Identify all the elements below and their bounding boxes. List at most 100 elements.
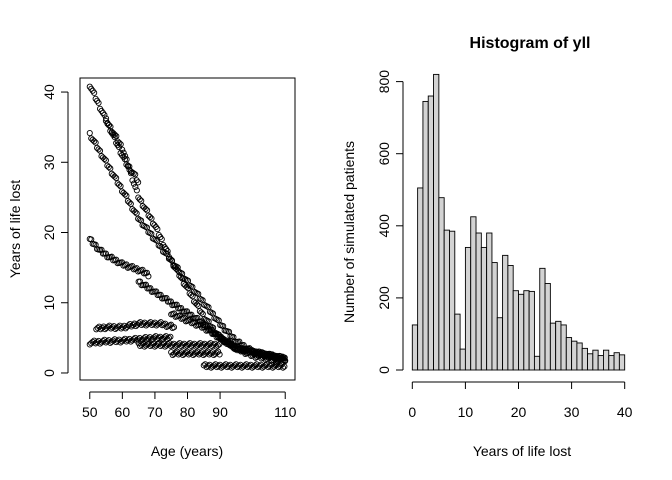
scatter-point: [105, 163, 112, 171]
scatter-point: [236, 338, 243, 345]
histogram-y-tick-label: 200: [376, 286, 392, 310]
scatter-y-tick-label: 30: [41, 154, 57, 170]
scatter-point: [125, 163, 132, 170]
scatter-y-tick-label: 10: [41, 295, 57, 311]
histogram-bar: [496, 317, 504, 371]
scatter-point: [225, 362, 232, 370]
scatter-point: [104, 323, 112, 330]
scatter-point: [133, 210, 140, 217]
scatter-point: [147, 285, 154, 292]
scatter-point: [94, 339, 101, 346]
scatter-point: [119, 324, 126, 331]
scatter-x-tick-label: 50: [82, 404, 98, 420]
histogram-bar: [523, 290, 530, 371]
scatter-point: [151, 222, 158, 229]
scatter-point: [126, 166, 133, 173]
scatter-point: [193, 349, 200, 356]
scatter-point: [136, 196, 143, 203]
scatter-point: [210, 341, 217, 348]
scatter-point: [266, 362, 273, 370]
scatter-x-axis-label: Age (years): [151, 443, 223, 459]
histogram-y-tick-label: 800: [376, 70, 392, 94]
scatter-point: [279, 364, 287, 371]
histogram-bars: [411, 73, 626, 371]
histogram-bar: [475, 232, 482, 371]
scatter-point: [129, 177, 136, 184]
scatter-point: [114, 337, 121, 344]
scatter-point: [200, 362, 207, 369]
scatter-point: [146, 214, 154, 221]
scatter-point: [163, 294, 170, 302]
scatter-x-tick-label: 70: [147, 404, 163, 420]
scatter-y-axis-label: Years of life lost: [7, 180, 23, 278]
scatter-point: [111, 173, 118, 180]
scatter-point: [98, 246, 105, 253]
scatter-point: [148, 341, 155, 348]
scatter-point: [130, 170, 137, 177]
scatter-point: [130, 180, 137, 187]
scatter-point: [189, 341, 196, 348]
scatter-point: [172, 349, 179, 356]
histogram-bar: [491, 262, 498, 371]
scatter-point: [103, 115, 110, 122]
scatter-y-tick-label: 0: [41, 369, 57, 377]
scatter-point: [91, 89, 98, 96]
scatter-point: [149, 220, 157, 227]
scatter-point: [280, 354, 287, 361]
histogram-bar: [502, 254, 509, 371]
scatter-point: [130, 336, 137, 343]
scatter-point: [151, 334, 158, 341]
scatter-point: [91, 138, 98, 145]
scatter-point: [246, 362, 253, 370]
scatter-point: [113, 133, 120, 140]
histogram-x-axis: 0 10 20 30 40: [408, 381, 633, 420]
scatter-point: [256, 362, 263, 370]
scatter-point: [101, 155, 108, 162]
scatter-point: [101, 111, 108, 118]
histogram-bar: [539, 267, 546, 371]
scatter-point: [142, 281, 150, 288]
scatter-point: [276, 362, 284, 370]
scatter-point: [167, 298, 174, 305]
scatter-point: [231, 362, 238, 369]
scatter-point: [127, 170, 135, 177]
histogram-bar: [411, 324, 419, 371]
scatter-x-tick-label: 60: [115, 404, 131, 420]
scatter-point: [105, 122, 113, 129]
scatter-point: [195, 341, 202, 348]
scatter-point: [194, 314, 201, 321]
scatter-panel: 50 60 70 80 90 110 0 10 20 30 40 Age (years) Year…: [7, 77, 297, 459]
scatter-point: [185, 341, 192, 348]
histogram-bar: [603, 349, 610, 371]
scatter-point: [132, 171, 139, 178]
histogram-bar: [565, 337, 573, 371]
scatter-point: [145, 273, 152, 280]
scatter-point: [111, 131, 118, 138]
scatter-point: [195, 302, 202, 309]
histogram-bar: [518, 293, 525, 371]
scatter-point: [235, 362, 243, 370]
histogram-bar: [618, 354, 626, 371]
histogram-x-tick-label: 10: [458, 404, 474, 420]
scatter-point: [99, 338, 107, 345]
scatter-point: [117, 141, 124, 148]
scatter-point: [95, 146, 102, 153]
histogram-bar: [608, 355, 615, 371]
histogram-bar: [571, 340, 578, 371]
scatter-point: [176, 350, 184, 357]
scatter-point: [140, 320, 147, 327]
scatter-point: [126, 199, 133, 206]
scatter-point: [157, 291, 164, 298]
scatter-point: [123, 192, 130, 199]
scatter-point: [127, 200, 134, 207]
histogram-bar: [486, 232, 493, 371]
histogram-bar: [454, 313, 461, 371]
scatter-point: [137, 278, 144, 285]
scatter-point: [154, 226, 161, 233]
histogram-bar: [544, 283, 551, 371]
scatter-point: [197, 350, 204, 357]
scatter-point: [167, 333, 174, 340]
histogram-bar: [433, 73, 440, 371]
scatter-point: [187, 350, 194, 357]
scatter-point: [113, 174, 120, 182]
